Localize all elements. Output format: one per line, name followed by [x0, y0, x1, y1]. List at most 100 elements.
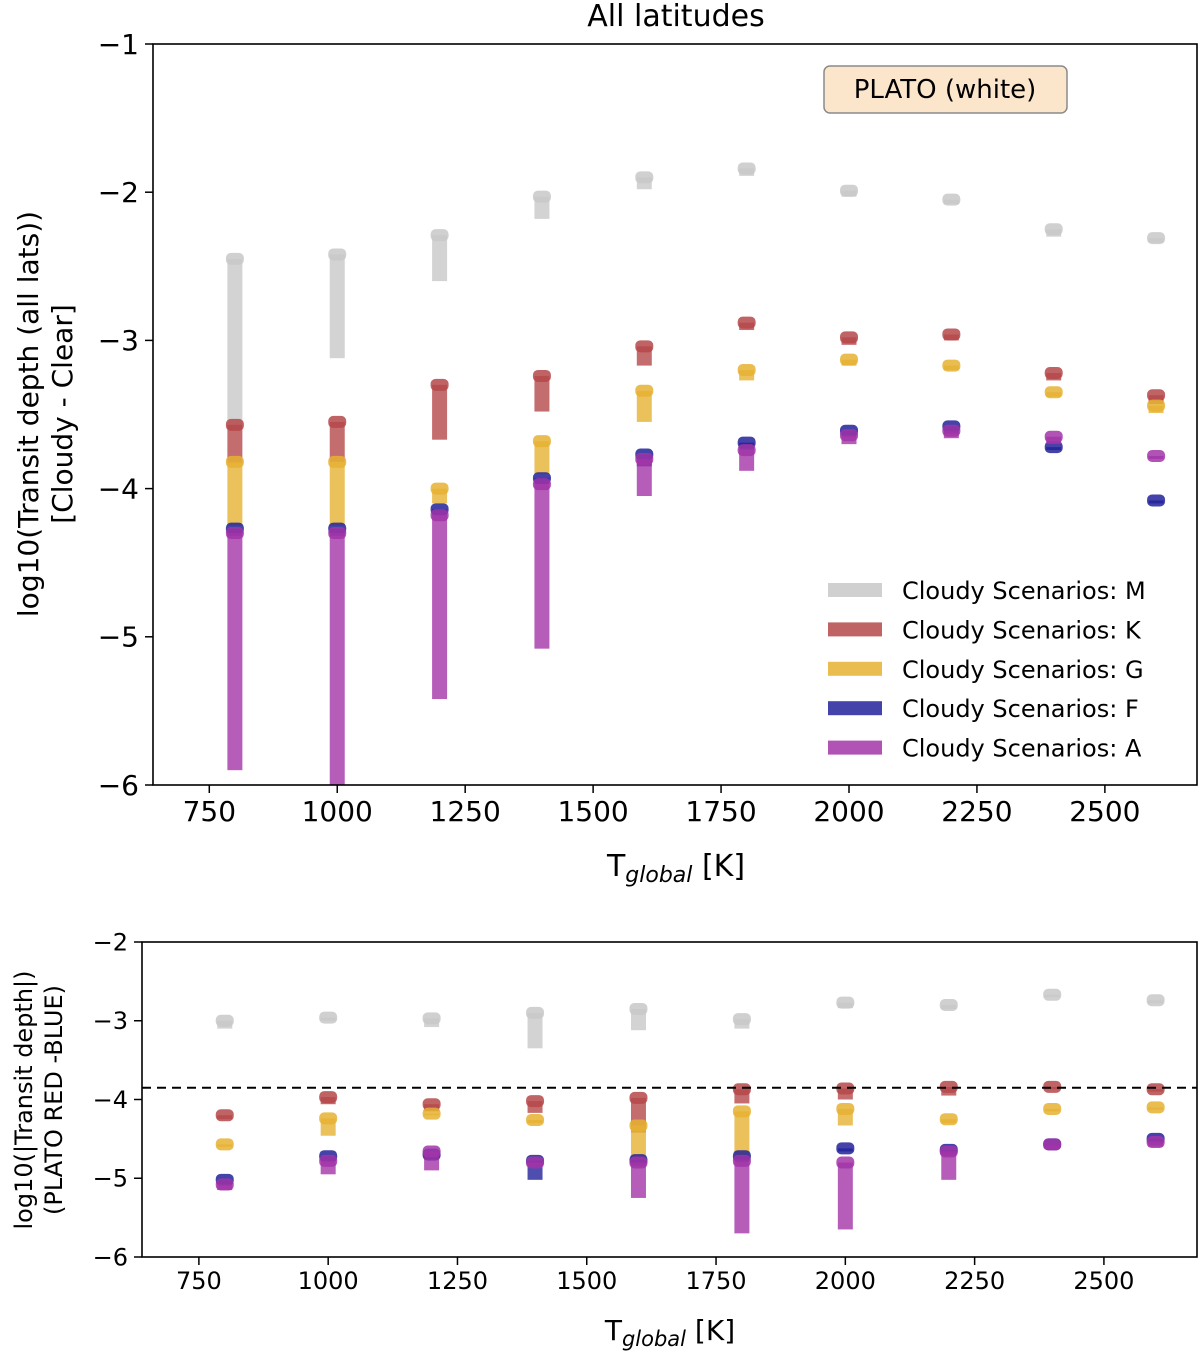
top-range-bar-A [329, 533, 345, 785]
legend-label-G: Cloudy Scenarios: G [902, 656, 1144, 684]
bottom-marker-M [422, 1012, 441, 1025]
top-marker-M [840, 184, 858, 197]
top-marker-G [1147, 399, 1166, 412]
top-marker-M [942, 193, 961, 206]
bottom-range-bar-G [734, 1111, 750, 1161]
top-marker-M [532, 190, 551, 203]
bottom-y-tick-label: −6 [93, 1243, 128, 1271]
bottom-marker-G [319, 1112, 338, 1125]
top-marker-K [1147, 389, 1166, 402]
legend-label-F: Cloudy Scenarios: F [902, 695, 1139, 723]
top-marker-M [328, 248, 347, 261]
legend-swatch-G [828, 661, 882, 676]
top-series-G [225, 353, 1166, 526]
bottom-y-tick-label: −4 [93, 1086, 128, 1114]
top-x-label-sub: global [625, 863, 692, 888]
top-y-axis: −1 −2 −3 −4 −5 −6 [98, 28, 153, 802]
legend-label-K: Cloudy Scenarios: K [902, 616, 1142, 644]
top-x-tick-label: 2250 [941, 795, 1012, 828]
bottom-range-bar-A [837, 1162, 853, 1230]
top-range-bar-G [534, 441, 550, 474]
legend-label-A: Cloudy Scenarios: A [902, 735, 1142, 763]
bottom-marker-M [629, 1002, 648, 1015]
bottom-x-tick-label: 1250 [427, 1267, 488, 1295]
top-range-bar-K [329, 421, 345, 462]
top-x-tick-label: 2000 [813, 795, 884, 828]
legend-label-M: Cloudy Scenarios: M [902, 577, 1146, 605]
bottom-marker-G [526, 1113, 545, 1126]
bottom-marker-M [526, 1006, 545, 1019]
top-marker-M [1147, 232, 1166, 245]
top-x-axis: 750 1000 1250 1500 1750 2000 2250 2500 [183, 785, 1141, 828]
bottom-marker-K [215, 1109, 234, 1122]
bottom-marks [215, 988, 1165, 1234]
top-marker-A [737, 444, 756, 457]
top-marker-G [225, 455, 244, 468]
top-y-tick-label: −3 [98, 324, 139, 357]
bottom-marker-K [526, 1095, 545, 1108]
bottom-marker-G [732, 1105, 751, 1118]
top-marks [225, 162, 1166, 785]
top-marker-K [840, 331, 858, 344]
bottom-series-M [215, 988, 1165, 1049]
top-y-tick-label: −4 [98, 472, 139, 505]
top-marker-K [942, 328, 961, 341]
top-range-bar-K [432, 384, 448, 440]
bottom-marker-M [215, 1014, 234, 1027]
legend-swatch-F [828, 701, 882, 716]
bottom-marker-A [836, 1156, 855, 1169]
top-marker-K [1044, 367, 1063, 380]
bottom-marker-M [1146, 994, 1165, 1007]
bottom-x-label-main: T [604, 1314, 623, 1347]
bottom-marker-K [629, 1091, 648, 1104]
bottom-marker-K [1043, 1080, 1062, 1093]
bottom-y-axis: −2 −3 −4 −5 −6 [93, 928, 142, 1271]
bottom-range-bar-A [630, 1162, 646, 1198]
bottom-marker-A [215, 1178, 234, 1191]
top-x-tick-label: 1000 [302, 795, 373, 828]
bottom-x-tick-label: 2000 [815, 1267, 876, 1295]
top-range-bar-A [227, 533, 243, 771]
bottom-marker-K [1146, 1083, 1165, 1096]
bottom-range-bar-A [941, 1151, 957, 1180]
bottom-x-tick-label: 1500 [556, 1267, 617, 1295]
bottom-marker-F [836, 1142, 855, 1155]
top-range-bar-M [227, 258, 243, 430]
top-marker-A [328, 527, 347, 540]
top-x-label-unit: [K] [692, 849, 745, 884]
bottom-marker-G [836, 1102, 855, 1115]
legend-swatch-A [828, 740, 882, 755]
top-marker-K [737, 316, 756, 329]
annotation-text: PLATO (white) [854, 75, 1037, 105]
top-marker-G [737, 364, 756, 377]
bottom-y-tick-label: −5 [93, 1165, 128, 1193]
bottom-range-bar-M [527, 1012, 543, 1049]
bottom-panel: −2 −3 −4 −5 −6 750 1000 1250 1500 1750 2000 2250 25… [10, 928, 1198, 1351]
bottom-marker-G [629, 1119, 648, 1132]
top-series-K [225, 316, 1166, 464]
top-range-bar-A [636, 458, 652, 497]
bottom-x-axis: 750 1000 1250 1500 1750 2000 2250 2500 [176, 1257, 1134, 1295]
top-marker-A [635, 452, 654, 465]
bottom-marker-M [939, 999, 958, 1011]
bottom-y-tick-label: −3 [93, 1007, 128, 1035]
top-marker-M [430, 229, 449, 242]
top-marker-M [737, 162, 756, 175]
top-y-tick-label: −5 [98, 621, 139, 654]
top-range-bar-A [534, 484, 550, 649]
top-marker-A [1147, 449, 1166, 462]
bottom-x-tick-label: 1000 [298, 1267, 359, 1295]
bottom-marker-A [629, 1156, 648, 1169]
top-marker-G [328, 455, 347, 468]
top-marker-M [635, 171, 654, 184]
bottom-marker-A [422, 1145, 441, 1158]
top-series-M [225, 162, 1166, 430]
top-y-tick-label: −6 [98, 769, 139, 802]
top-marker-A [840, 429, 858, 442]
top-chart-title: All latitudes [587, 0, 764, 34]
bottom-marker-K [319, 1091, 338, 1104]
bottom-x-tick-label: 2250 [944, 1267, 1005, 1295]
bottom-marker-M [732, 1013, 751, 1026]
top-y-label-line2: [Cloudy - Clear] [46, 304, 79, 524]
top-panel: All latitudes −1 −2 −3 −4 −5 −6 750 1000 1250 15… [12, 0, 1198, 888]
